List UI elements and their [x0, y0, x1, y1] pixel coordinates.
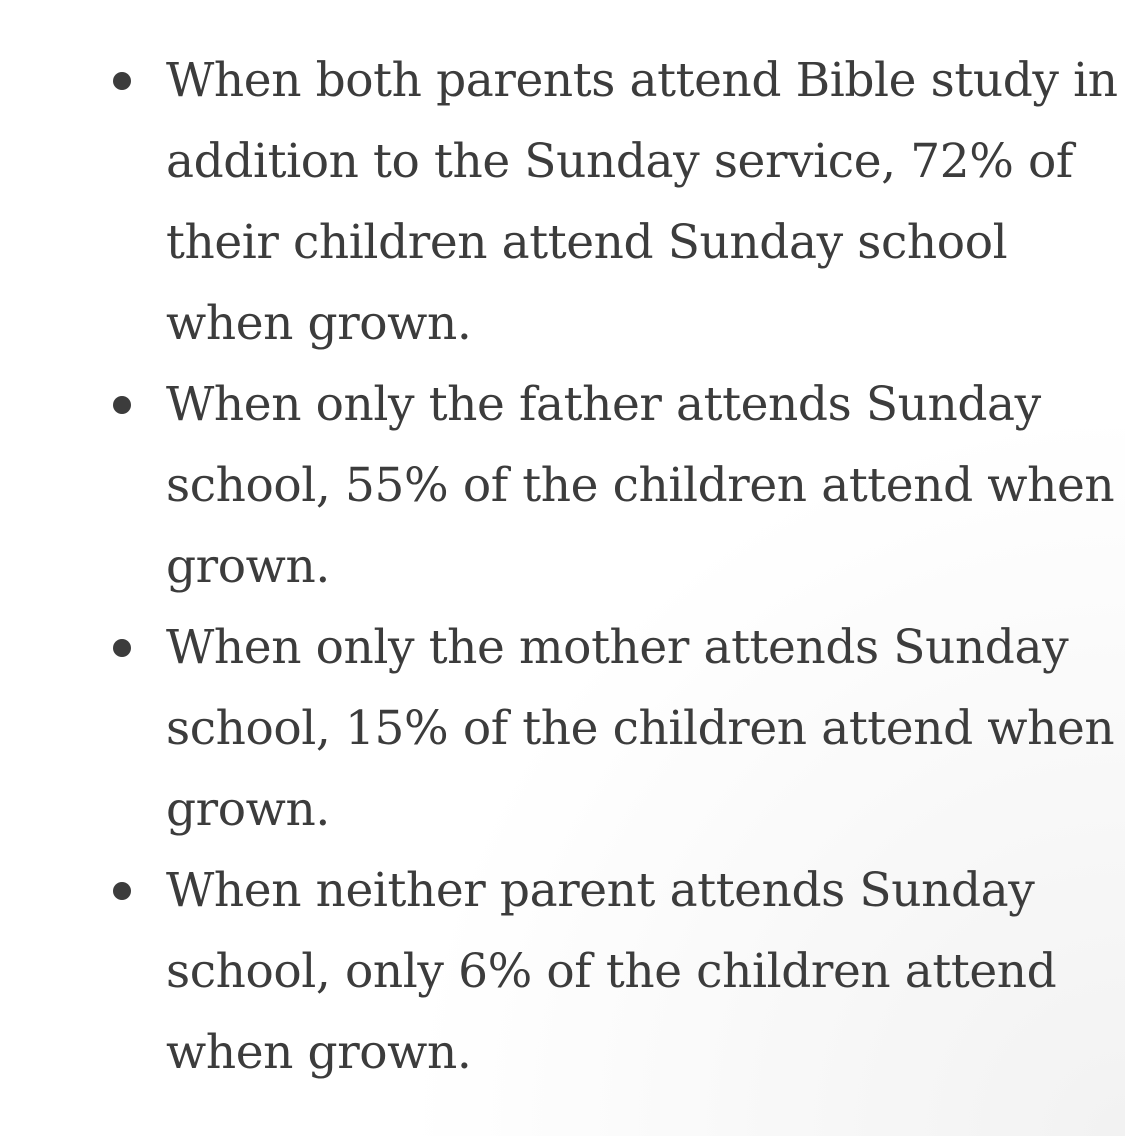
list-item-text-line: grown. — [166, 539, 330, 594]
bullet-dot-icon — [113, 639, 131, 657]
list-item-text-line: When both parents attend Bible study in — [166, 53, 1118, 108]
bullet-list: When both parents attend Bible study in … — [0, 40, 1125, 1093]
list-item-neither-parent: When neither parent attends Sunday schoo… — [0, 850, 1125, 1093]
list-item-text-line: school, only 6% of the children attend — [166, 944, 1057, 999]
bullet-dot-icon — [113, 396, 131, 414]
list-item-text-line: when grown. — [166, 1025, 472, 1080]
list-item-text-line: When only the father attends Sunday — [166, 377, 1041, 432]
bullet-dot-icon — [113, 882, 131, 900]
list-item-mother-only: When only the mother attends Sunday scho… — [0, 607, 1125, 850]
bullet-dot-icon — [113, 72, 131, 90]
list-item-both-parents: When both parents attend Bible study in … — [0, 40, 1125, 364]
list-item-father-only: When only the father attends Sunday scho… — [0, 364, 1125, 607]
list-item-text-line: grown. — [166, 782, 330, 837]
list-item-text-line: school, 55% of the children attend when — [166, 458, 1115, 513]
list-item-text-line: addition to the Sunday service, 72% of — [166, 134, 1073, 189]
list-item-text-line: When neither parent attends Sunday — [166, 863, 1035, 918]
list-item-text-line: when grown. — [166, 296, 472, 351]
list-item-text-line: school, 15% of the children attend when — [166, 701, 1115, 756]
list-item-text-line: When only the mother attends Sunday — [166, 620, 1069, 675]
list-item-text-line: their children attend Sunday school — [166, 215, 1008, 270]
